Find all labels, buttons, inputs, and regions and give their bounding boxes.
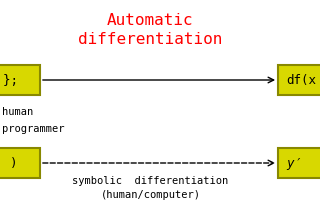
Text: };: }; bbox=[3, 73, 25, 86]
FancyBboxPatch shape bbox=[0, 148, 40, 178]
Text: df(x: df(x bbox=[286, 73, 316, 86]
FancyBboxPatch shape bbox=[278, 148, 320, 178]
Text: ): ) bbox=[10, 156, 18, 169]
Text: human: human bbox=[2, 107, 33, 116]
Text: y′: y′ bbox=[286, 156, 301, 169]
Text: symbolic  differentiation: symbolic differentiation bbox=[72, 176, 228, 186]
Text: Automatic
differentiation: Automatic differentiation bbox=[78, 13, 223, 47]
Text: (human/computer): (human/computer) bbox=[100, 190, 200, 200]
FancyBboxPatch shape bbox=[278, 65, 320, 95]
FancyBboxPatch shape bbox=[0, 65, 40, 95]
Text: programmer: programmer bbox=[2, 125, 65, 135]
